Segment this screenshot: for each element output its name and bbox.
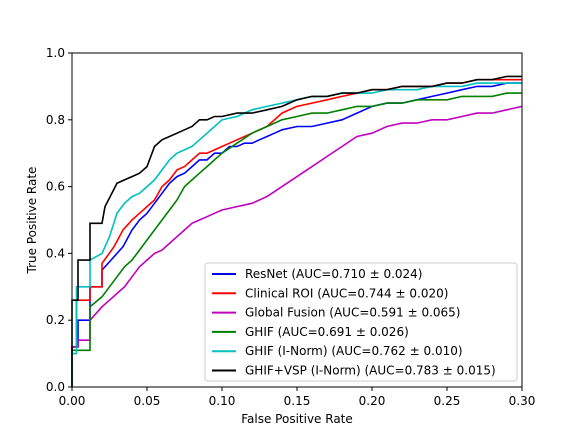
y-tick-label: 0.6: [46, 180, 65, 194]
legend-label: Clinical ROI (AUC=0.744 ± 0.020): [245, 286, 448, 300]
legend-label: GHIF (AUC=0.691 ± 0.026): [245, 325, 409, 339]
legend: ResNet (AUC=0.710 ± 0.024) Clinical ROI (…: [204, 262, 518, 382]
legend-label: GHIF (I-Norm) (AUC=0.762 ± 0.010): [245, 344, 463, 358]
legend-label: Global Fusion (AUC=0.591 ± 0.065): [245, 306, 460, 320]
x-tick-label: 0.25: [434, 394, 461, 408]
x-tick-label: 0.00: [59, 394, 86, 408]
legend-label: ResNet (AUC=0.710 ± 0.024): [245, 267, 423, 281]
y-ticks: 0.0 0.2 0.4 0.6 0.8 1.0: [46, 46, 72, 394]
x-tick-label: 0.05: [134, 394, 161, 408]
legend-label: GHIF+VSP (I-Norm) (AUC=0.783 ± 0.015): [245, 364, 496, 378]
y-tick-label: 0.4: [46, 246, 65, 260]
y-tick-label: 0.8: [46, 113, 65, 127]
series-line-2: [71, 105, 523, 387]
x-tick-label: 0.30: [509, 394, 536, 408]
y-tick-label: 0.0: [46, 380, 65, 394]
y-axis-title: True Positive Rate: [25, 167, 39, 275]
legend-items: ResNet (AUC=0.710 ± 0.024) Clinical ROI (…: [212, 267, 496, 378]
x-tick-label: 0.20: [359, 394, 386, 408]
series-layer: [71, 75, 523, 387]
series-line-5: [71, 75, 522, 387]
y-tick-label: 0.2: [46, 313, 65, 327]
x-ticks: 0.00 0.05 0.10 0.15 0.20 0.25 0.30: [59, 387, 536, 408]
x-tick-label: 0.10: [209, 394, 236, 408]
y-tick-label: 1.0: [46, 46, 65, 60]
series-line-4: [71, 82, 522, 387]
legend-box: [204, 262, 518, 382]
x-axis-title: False Positive Rate: [241, 412, 353, 426]
series-line-3: [71, 92, 522, 387]
x-tick-label: 0.15: [284, 394, 311, 408]
